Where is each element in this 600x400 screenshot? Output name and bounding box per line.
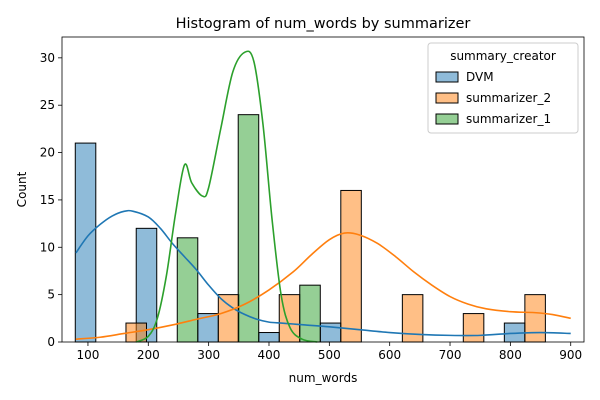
legend-swatch-summarizer_2 bbox=[435, 92, 459, 104]
bar-DVM-3 bbox=[258, 332, 280, 343]
x-tick-label: 300 bbox=[197, 348, 220, 362]
x-axis: 100 200 300 400 500 600 700 800 900 bbox=[76, 342, 582, 362]
bar-summarizer_2-5 bbox=[462, 313, 485, 343]
x-tick-label: 900 bbox=[559, 348, 582, 362]
bars-layer bbox=[74, 114, 546, 343]
y-tick-label: 25 bbox=[40, 98, 55, 112]
bar-DVM-0 bbox=[74, 142, 97, 343]
bar-summarizer_1-2 bbox=[299, 284, 321, 343]
bar-summarizer_1-1 bbox=[237, 114, 260, 343]
y-tick-label: 15 bbox=[40, 193, 55, 207]
plot-frame bbox=[61, 36, 585, 343]
legend-swatch-DVM bbox=[435, 71, 459, 83]
bar-summarizer_2-1 bbox=[217, 294, 240, 343]
bar-summarizer_2-6 bbox=[524, 294, 546, 343]
y-tick-label: 30 bbox=[40, 51, 55, 65]
x-tick-label: 700 bbox=[439, 348, 462, 362]
legend-label-summarizer_2: summarizer_2 bbox=[466, 91, 551, 105]
kde-line-summarizer_1 bbox=[135, 50, 318, 343]
legend-title: summary_creator bbox=[450, 49, 556, 63]
x-tick-label: 400 bbox=[258, 348, 281, 362]
y-tick-label: 5 bbox=[47, 288, 55, 302]
bar-summarizer_1-0 bbox=[176, 237, 199, 343]
x-tick-label: 100 bbox=[76, 348, 99, 362]
bar-summarizer_2-3 bbox=[340, 189, 362, 343]
kde-layer bbox=[75, 50, 571, 343]
legend-swatch-summarizer_1 bbox=[435, 113, 459, 125]
x-tick-label: 600 bbox=[378, 348, 401, 362]
x-tick-label: 800 bbox=[499, 348, 522, 362]
legend-box bbox=[427, 42, 579, 134]
kde-line-DVM bbox=[75, 209, 571, 337]
legend-label-summarizer_1: summarizer_1 bbox=[466, 112, 551, 126]
y-tick-label: 10 bbox=[40, 240, 55, 254]
kde-line-summarizer_2 bbox=[75, 231, 571, 340]
x-tick-label: 500 bbox=[318, 348, 341, 362]
y-axis: 0 5 10 15 20 25 30 bbox=[40, 51, 62, 349]
y-axis-label: Count bbox=[15, 171, 29, 207]
x-tick-label: 200 bbox=[137, 348, 160, 362]
chart-title: Histogram of num_words by summarizer bbox=[176, 16, 471, 32]
y-tick-label: 0 bbox=[47, 335, 55, 349]
x-axis-label: num_words bbox=[289, 371, 358, 385]
legend-label-DVM: DVM bbox=[466, 70, 494, 84]
y-tick-label: 20 bbox=[40, 146, 55, 160]
legend: summary_creator DVM summarizer_2 summarize… bbox=[427, 42, 579, 134]
legend-items: DVM summarizer_2 summarizer_1 bbox=[435, 70, 551, 126]
